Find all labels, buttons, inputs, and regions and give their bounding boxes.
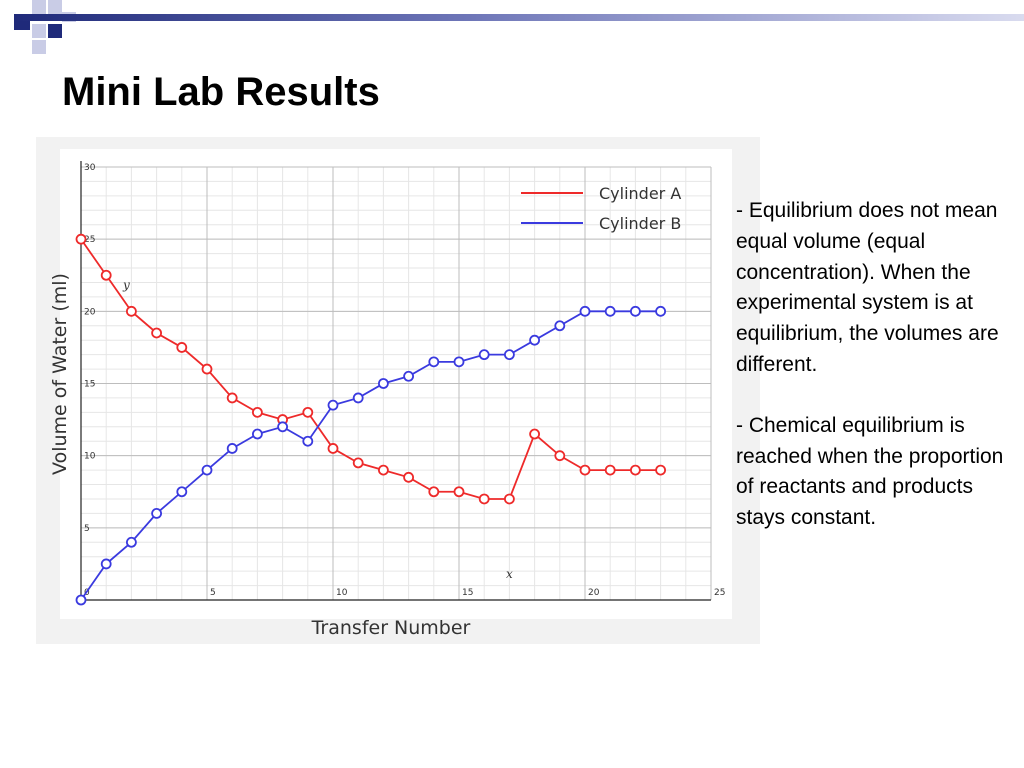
y-tick-label: 30	[84, 163, 96, 173]
data-point-cylinder-b	[453, 356, 465, 368]
data-point-cylinder-a	[403, 471, 415, 483]
data-point-cylinder-a	[554, 450, 566, 462]
data-point-cylinder-a	[453, 486, 465, 498]
x-tick-label: 5	[210, 588, 216, 598]
data-point-cylinder-b	[554, 320, 566, 332]
grid	[80, 166, 712, 601]
data-point-cylinder-a	[604, 464, 616, 476]
x-axis-letter: x	[506, 567, 513, 581]
legend-label: Cylinder B	[599, 214, 681, 233]
legend: Cylinder A Cylinder B	[521, 184, 681, 233]
x-tick-label: 15	[462, 588, 473, 598]
data-point-cylinder-b	[226, 443, 238, 454]
data-point-cylinder-b	[352, 392, 364, 404]
data-point-cylinder-a	[151, 327, 162, 339]
data-point-cylinder-a	[201, 363, 213, 375]
x-axis-label: Transfer Number	[311, 617, 471, 639]
data-point-cylinder-b	[428, 356, 440, 368]
data-point-cylinder-b	[100, 558, 112, 570]
chart-frame: 0 5 10 15 20 25 5 10 15 20 25 30 Cylinder A Cylinder…	[36, 137, 760, 644]
y-tick-label: 25	[84, 235, 95, 245]
data-point-cylinder-a	[579, 464, 591, 476]
data-point-cylinder-a	[226, 392, 238, 404]
data-point-cylinder-a	[503, 493, 515, 505]
y-tick-label: 5	[84, 524, 90, 534]
data-point-cylinder-b	[151, 507, 162, 519]
data-point-cylinder-b	[277, 421, 289, 433]
data-point-cylinder-b	[75, 594, 87, 606]
y-tick-label: 15	[84, 380, 95, 390]
data-point-cylinder-b	[251, 428, 263, 440]
y-axis-letter: y	[122, 278, 130, 292]
series-layer	[75, 233, 666, 606]
data-point-cylinder-b	[503, 349, 515, 361]
data-point-cylinder-a	[75, 233, 87, 245]
data-point-cylinder-a	[655, 464, 666, 476]
data-point-cylinder-b	[655, 305, 666, 317]
data-point-cylinder-b	[604, 305, 616, 317]
y-tick-label: 20	[84, 307, 96, 317]
data-point-cylinder-a	[251, 406, 263, 418]
data-point-cylinder-a	[302, 406, 314, 418]
data-point-cylinder-a	[126, 305, 137, 317]
data-point-cylinder-b	[529, 334, 541, 346]
data-point-cylinder-a	[428, 486, 440, 498]
data-point-cylinder-b	[201, 464, 213, 476]
y-axis-label: Volume of Water (ml)	[49, 273, 71, 475]
note-equilibrium-volume: - Equilibrium does not mean equal volume…	[736, 199, 999, 376]
data-point-cylinder-a	[176, 342, 188, 353]
data-point-cylinder-b	[403, 370, 415, 382]
x-tick-label: 20	[588, 588, 600, 598]
x-tick-label: 0	[84, 588, 90, 598]
data-point-cylinder-b	[302, 435, 314, 447]
data-point-cylinder-a	[327, 443, 339, 454]
x-tick-label: 10	[336, 588, 348, 598]
data-point-cylinder-a	[478, 493, 490, 505]
data-point-cylinder-b	[579, 305, 591, 317]
data-point-cylinder-a	[630, 464, 641, 476]
notes-panel: - Equilibrium does not mean equal volume…	[736, 196, 1016, 564]
data-point-cylinder-b	[327, 399, 339, 411]
data-point-cylinder-b	[377, 378, 389, 389]
title-bar	[14, 14, 1024, 21]
x-tick-label: 25	[714, 588, 725, 598]
tick-labels: 0 5 10 15 20 25 5 10 15 20 25 30	[84, 163, 725, 598]
corner-decoration	[0, 0, 76, 54]
data-point-cylinder-a	[352, 457, 364, 469]
data-point-cylinder-a	[100, 269, 112, 281]
note-chemical-equilibrium: - Chemical equilibrium is reached when t…	[736, 413, 1004, 530]
data-point-cylinder-b	[630, 305, 641, 317]
y-tick-label: 10	[84, 452, 96, 462]
data-point-cylinder-a	[529, 428, 541, 440]
data-point-cylinder-b	[478, 349, 490, 361]
slide-title: Mini Lab Results	[62, 70, 380, 114]
data-point-cylinder-a	[377, 464, 389, 476]
data-point-cylinder-b	[176, 486, 188, 498]
legend-label: Cylinder A	[599, 184, 681, 203]
data-point-cylinder-b	[126, 536, 137, 548]
